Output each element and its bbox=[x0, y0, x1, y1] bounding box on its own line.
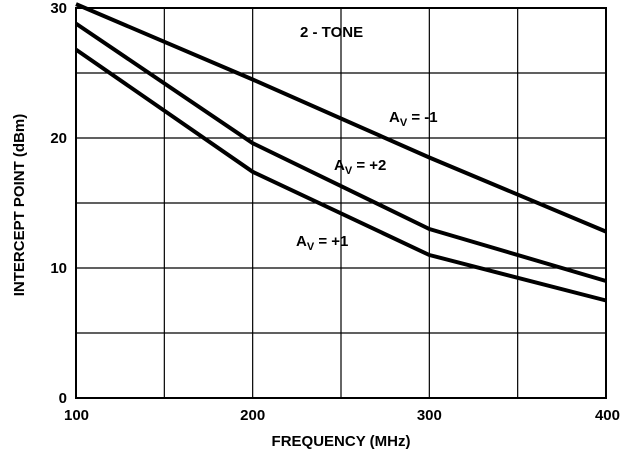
series-label: AV = +1 bbox=[296, 233, 348, 253]
x-tick-label: 400 bbox=[595, 407, 620, 424]
series-line bbox=[75, 2, 607, 234]
x-tick-label: 300 bbox=[417, 407, 442, 424]
y-tick-labels: 0 10 20 30 bbox=[50, 0, 67, 407]
series-label: AV = +2 bbox=[334, 157, 386, 177]
x-tick-labels: 100 200 300 400 bbox=[64, 407, 620, 424]
series-labels: AV = -1 AV = +2 AV = +1 bbox=[296, 109, 438, 253]
annotation-title: 2 - TONE bbox=[300, 24, 363, 41]
grid bbox=[76, 8, 606, 398]
y-tick-label: 10 bbox=[50, 260, 67, 277]
series-line bbox=[74, 21, 607, 283]
y-tick-label: 20 bbox=[50, 130, 67, 147]
x-tick-label: 100 bbox=[64, 407, 89, 424]
y-tick-label: 0 bbox=[59, 390, 67, 407]
series-lines bbox=[74, 2, 607, 303]
y-tick-label: 30 bbox=[50, 0, 67, 17]
y-axis-title: INTERCEPT POINT (dBm) bbox=[11, 114, 28, 297]
x-axis-title: FREQUENCY (MHz) bbox=[272, 433, 411, 450]
series-label: AV = -1 bbox=[389, 109, 438, 129]
series-line bbox=[74, 47, 607, 303]
plot-frame bbox=[75, 7, 607, 399]
x-tick-label: 200 bbox=[240, 407, 265, 424]
